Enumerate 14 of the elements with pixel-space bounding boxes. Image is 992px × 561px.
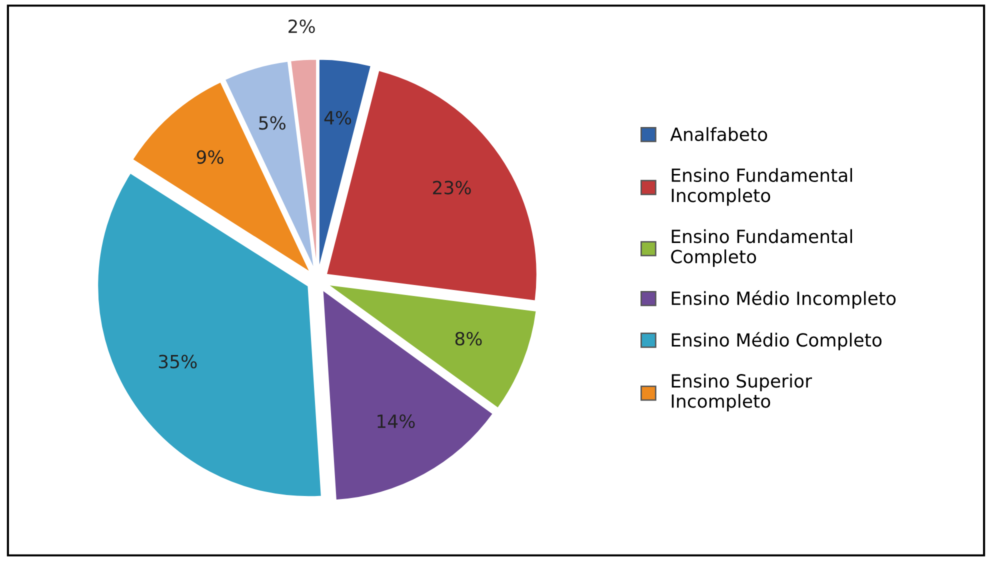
data-label: 35% xyxy=(158,354,197,368)
legend-label: Analfabeto xyxy=(670,127,768,142)
legend-label: Ensino Fundamental Incompleto xyxy=(672,168,852,206)
data-label: 8% xyxy=(455,332,482,346)
data-label: 4% xyxy=(324,110,352,125)
legend-label: Ensino Médio Incompleto xyxy=(672,290,896,309)
data-label: 2% xyxy=(288,19,315,34)
legend-label: Ensino Fundamental Completo xyxy=(671,229,852,267)
data-label: 9% xyxy=(196,150,224,164)
data-label: 5% xyxy=(259,116,286,130)
legend-label: Ensino Superior Incompleto xyxy=(672,374,812,412)
data-label: 23% xyxy=(433,180,471,194)
data-label: 14% xyxy=(378,414,415,428)
legend-label: Ensino Médio Completo xyxy=(672,332,882,350)
